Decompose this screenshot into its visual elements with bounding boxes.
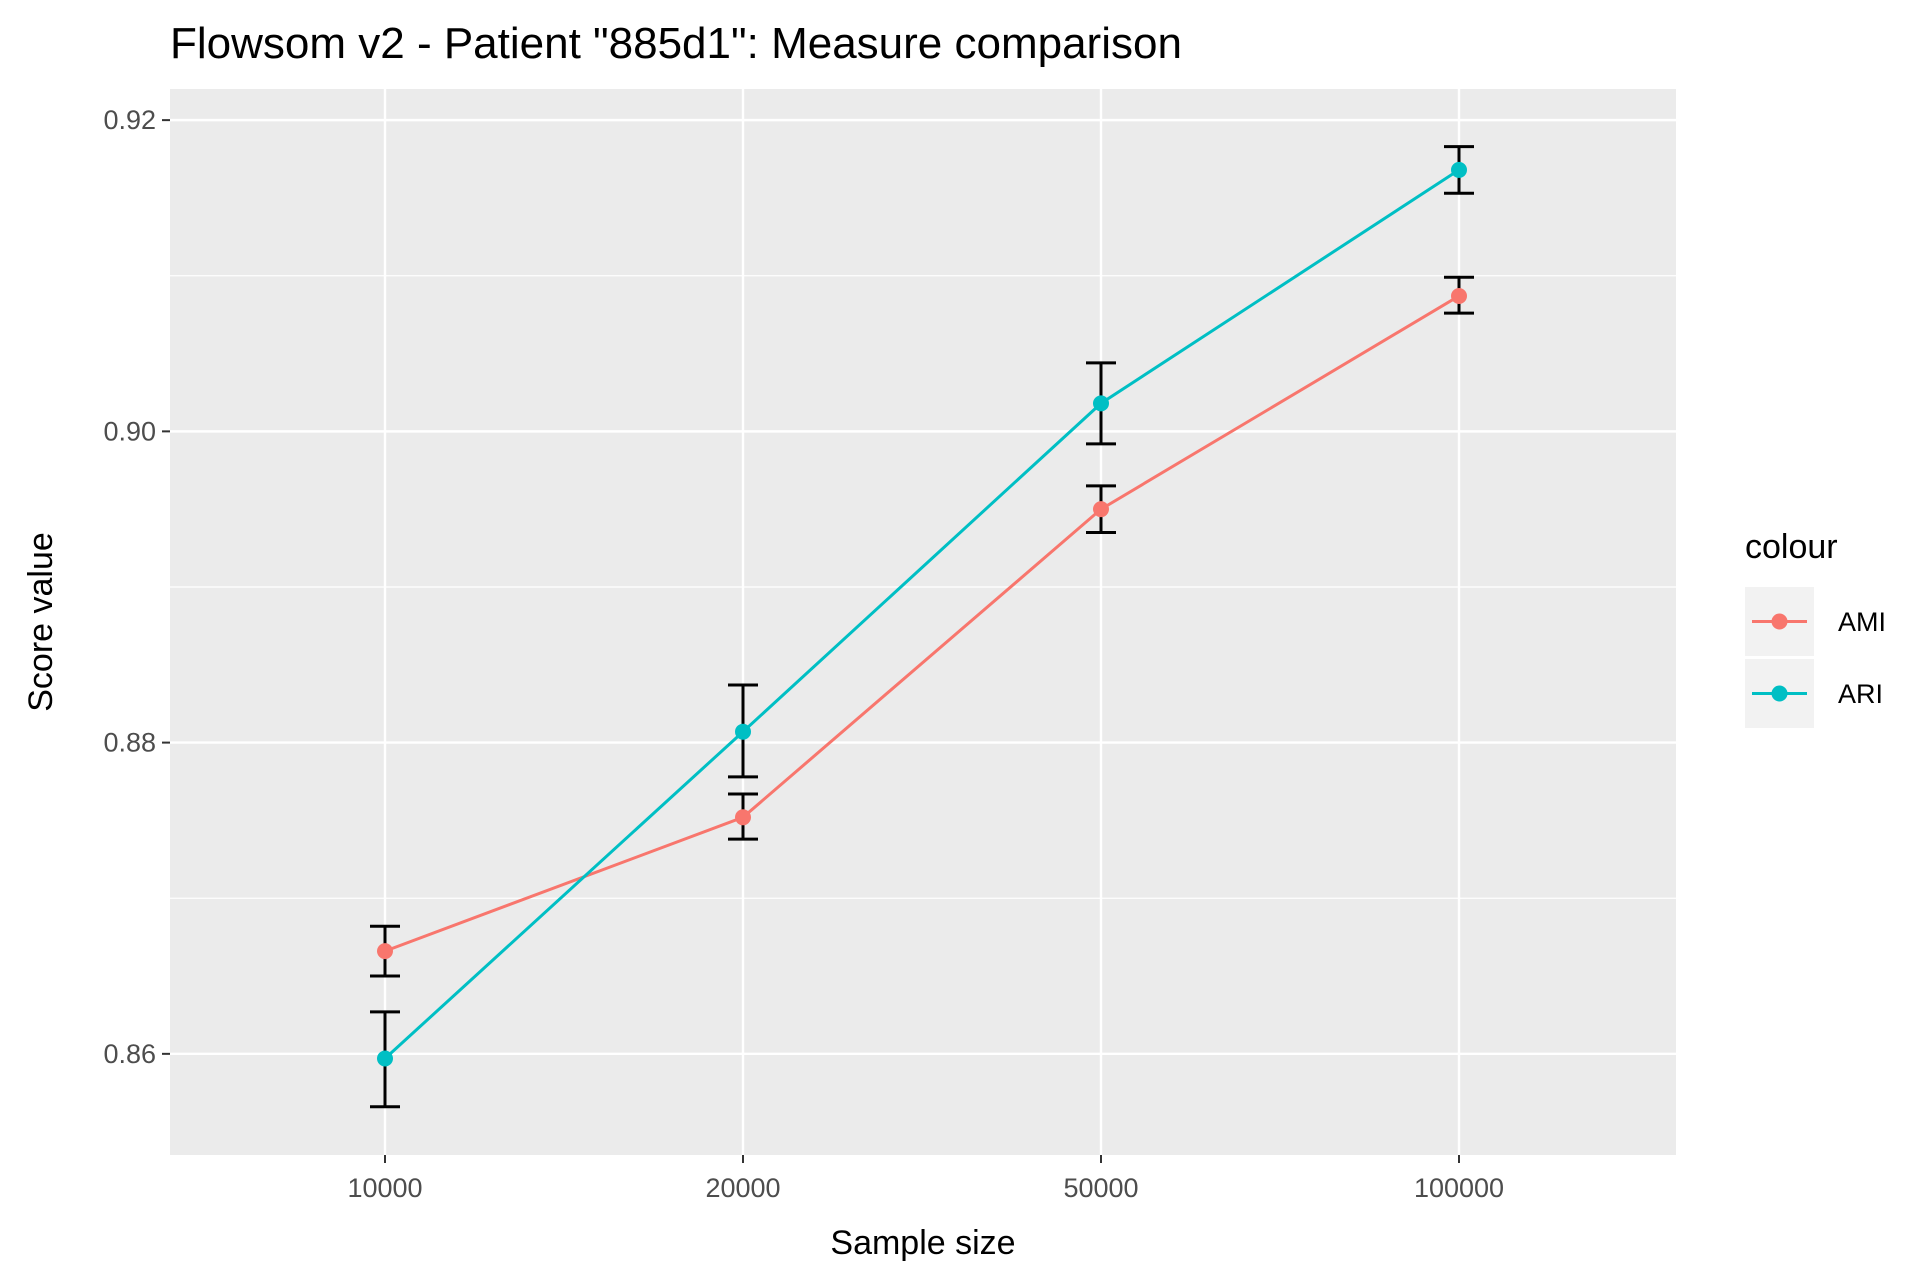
data-point-ami: [377, 943, 393, 960]
grid-minor: [170, 275, 1676, 899]
y-tick-label: 0.92: [103, 105, 156, 135]
y-axis: 0.86 0.88 0.90 0.92: [103, 105, 170, 1069]
x-axis-title: Sample size: [830, 1224, 1015, 1262]
x-axis: 10000 20000 50000 100000: [347, 1155, 1504, 1203]
legend-point-ari: [1771, 685, 1788, 702]
x-tick-label: 20000: [705, 1173, 780, 1203]
plot-panel: [170, 89, 1676, 1155]
data-point-ami: [1093, 501, 1109, 518]
y-tick-label: 0.90: [103, 416, 156, 446]
data-point-ami: [1451, 287, 1467, 304]
legend-label-ari: ARI: [1838, 679, 1883, 709]
y-axis-title: Score value: [22, 532, 60, 712]
data-point-ari: [735, 723, 751, 740]
chart-title: Flowsom v2 - Patient "885d1": Measure co…: [170, 19, 1182, 68]
x-tick-label: 50000: [1063, 1173, 1138, 1203]
x-tick-label: 10000: [347, 1173, 422, 1203]
grid-major: [170, 89, 1676, 1155]
series-line-ami: [384, 294, 1460, 953]
data-point-ari: [1093, 395, 1109, 412]
legend: colour AMI ARI: [1745, 528, 1886, 728]
series-line-ari: [383, 168, 1460, 1060]
y-tick-label: 0.88: [103, 728, 156, 758]
legend-label-ami: AMI: [1838, 607, 1886, 637]
data-point-ari: [1451, 161, 1467, 178]
y-tick-label: 0.86: [103, 1039, 156, 1069]
legend-point-ami: [1771, 613, 1788, 630]
x-tick-label: 100000: [1414, 1173, 1504, 1203]
data-point-ami: [735, 809, 751, 826]
series-layer: [370, 145, 1474, 1109]
legend-title: colour: [1745, 528, 1838, 566]
data-point-ari: [377, 1050, 393, 1067]
